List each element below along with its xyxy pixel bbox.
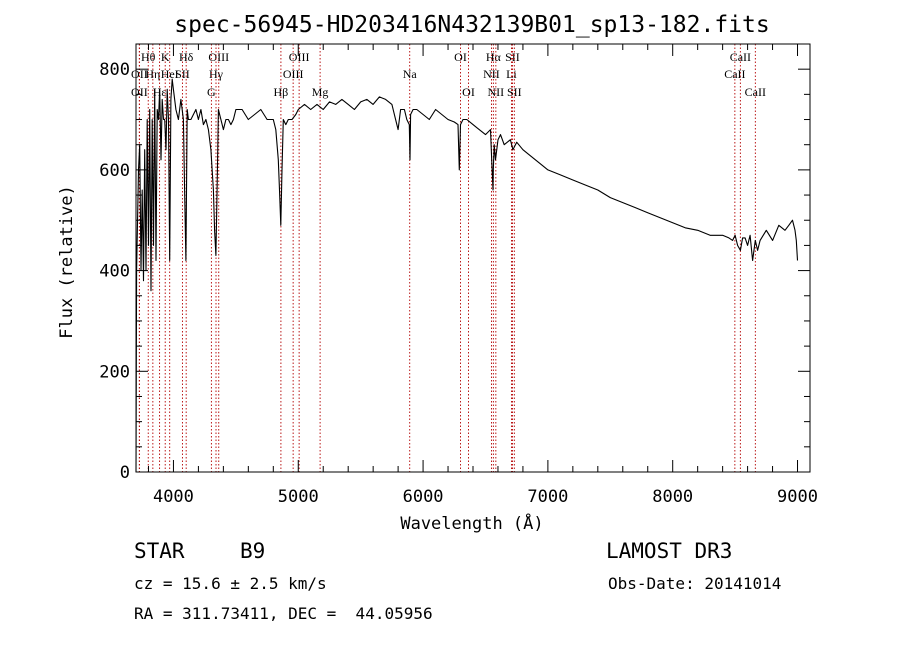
line-label: Hγ (209, 67, 224, 81)
y-tick-label: 200 (99, 362, 130, 382)
x-tick-label: 7000 (527, 487, 568, 507)
x-tick-label: 5000 (278, 487, 319, 507)
line-label: CaII (730, 50, 751, 64)
line-label: OIII (289, 50, 310, 64)
object-class: STAR (134, 539, 185, 563)
observation-date: Obs-Date: 20141014 (608, 574, 782, 593)
x-tick-label: 8000 (652, 487, 693, 507)
line-label: Hθ (141, 50, 156, 64)
line-label: Na (403, 67, 418, 81)
line-label: CaII (724, 67, 745, 81)
x-tick-label: 6000 (403, 487, 444, 507)
x-tick-label: 4000 (153, 487, 194, 507)
line-label: CaII (745, 85, 766, 99)
line-label: Hβ (274, 85, 289, 99)
plot-frame (135, 43, 811, 473)
line-label: SII (507, 85, 522, 99)
line-label: OII (131, 67, 148, 81)
chart-title: spec-56945-HD203416N432139B01_sp13-182.f… (174, 12, 769, 38)
y-tick-label: 0 (120, 463, 130, 483)
y-tick-label: 400 (99, 262, 130, 282)
line-label: Hδ (179, 50, 194, 64)
line-label: OIII (208, 50, 229, 64)
line-label: Hα (486, 50, 502, 64)
object-subclass: B9 (240, 539, 266, 563)
line-label: K (161, 50, 170, 64)
line-label: OI (462, 85, 475, 99)
line-label: OI (454, 50, 467, 64)
spectrum-line (135, 78, 799, 473)
line-label: OII (131, 85, 148, 99)
line-label: Mg (312, 85, 329, 99)
y-tick-label: 600 (99, 161, 130, 181)
x-tick-label: 9000 (777, 487, 818, 507)
redshift-cz: cz = 15.6 ± 2.5 km/s (134, 574, 327, 593)
axes: 4000 5000 6000 7000 8000 9000 0 200 400 600 800 (99, 43, 818, 507)
line-label: NII (483, 67, 500, 81)
line-label: SII (505, 50, 520, 64)
x-axis-label: Wavelength (Å) (400, 512, 543, 534)
line-label: G (207, 85, 216, 99)
line-label: NII (488, 85, 505, 99)
line-label: OIII (283, 67, 304, 81)
line-label: Hη (145, 67, 160, 81)
line-label: SII (175, 67, 190, 81)
line-label: HeI (161, 67, 179, 81)
coordinates: RA = 311.73411, DEC = 44.05956 (134, 604, 433, 623)
line-label: Li (506, 67, 517, 81)
y-axis-label: Flux (relative) (57, 185, 77, 339)
y-tick-label: 800 (99, 60, 130, 80)
survey-name: LAMOST DR3 (606, 539, 733, 563)
